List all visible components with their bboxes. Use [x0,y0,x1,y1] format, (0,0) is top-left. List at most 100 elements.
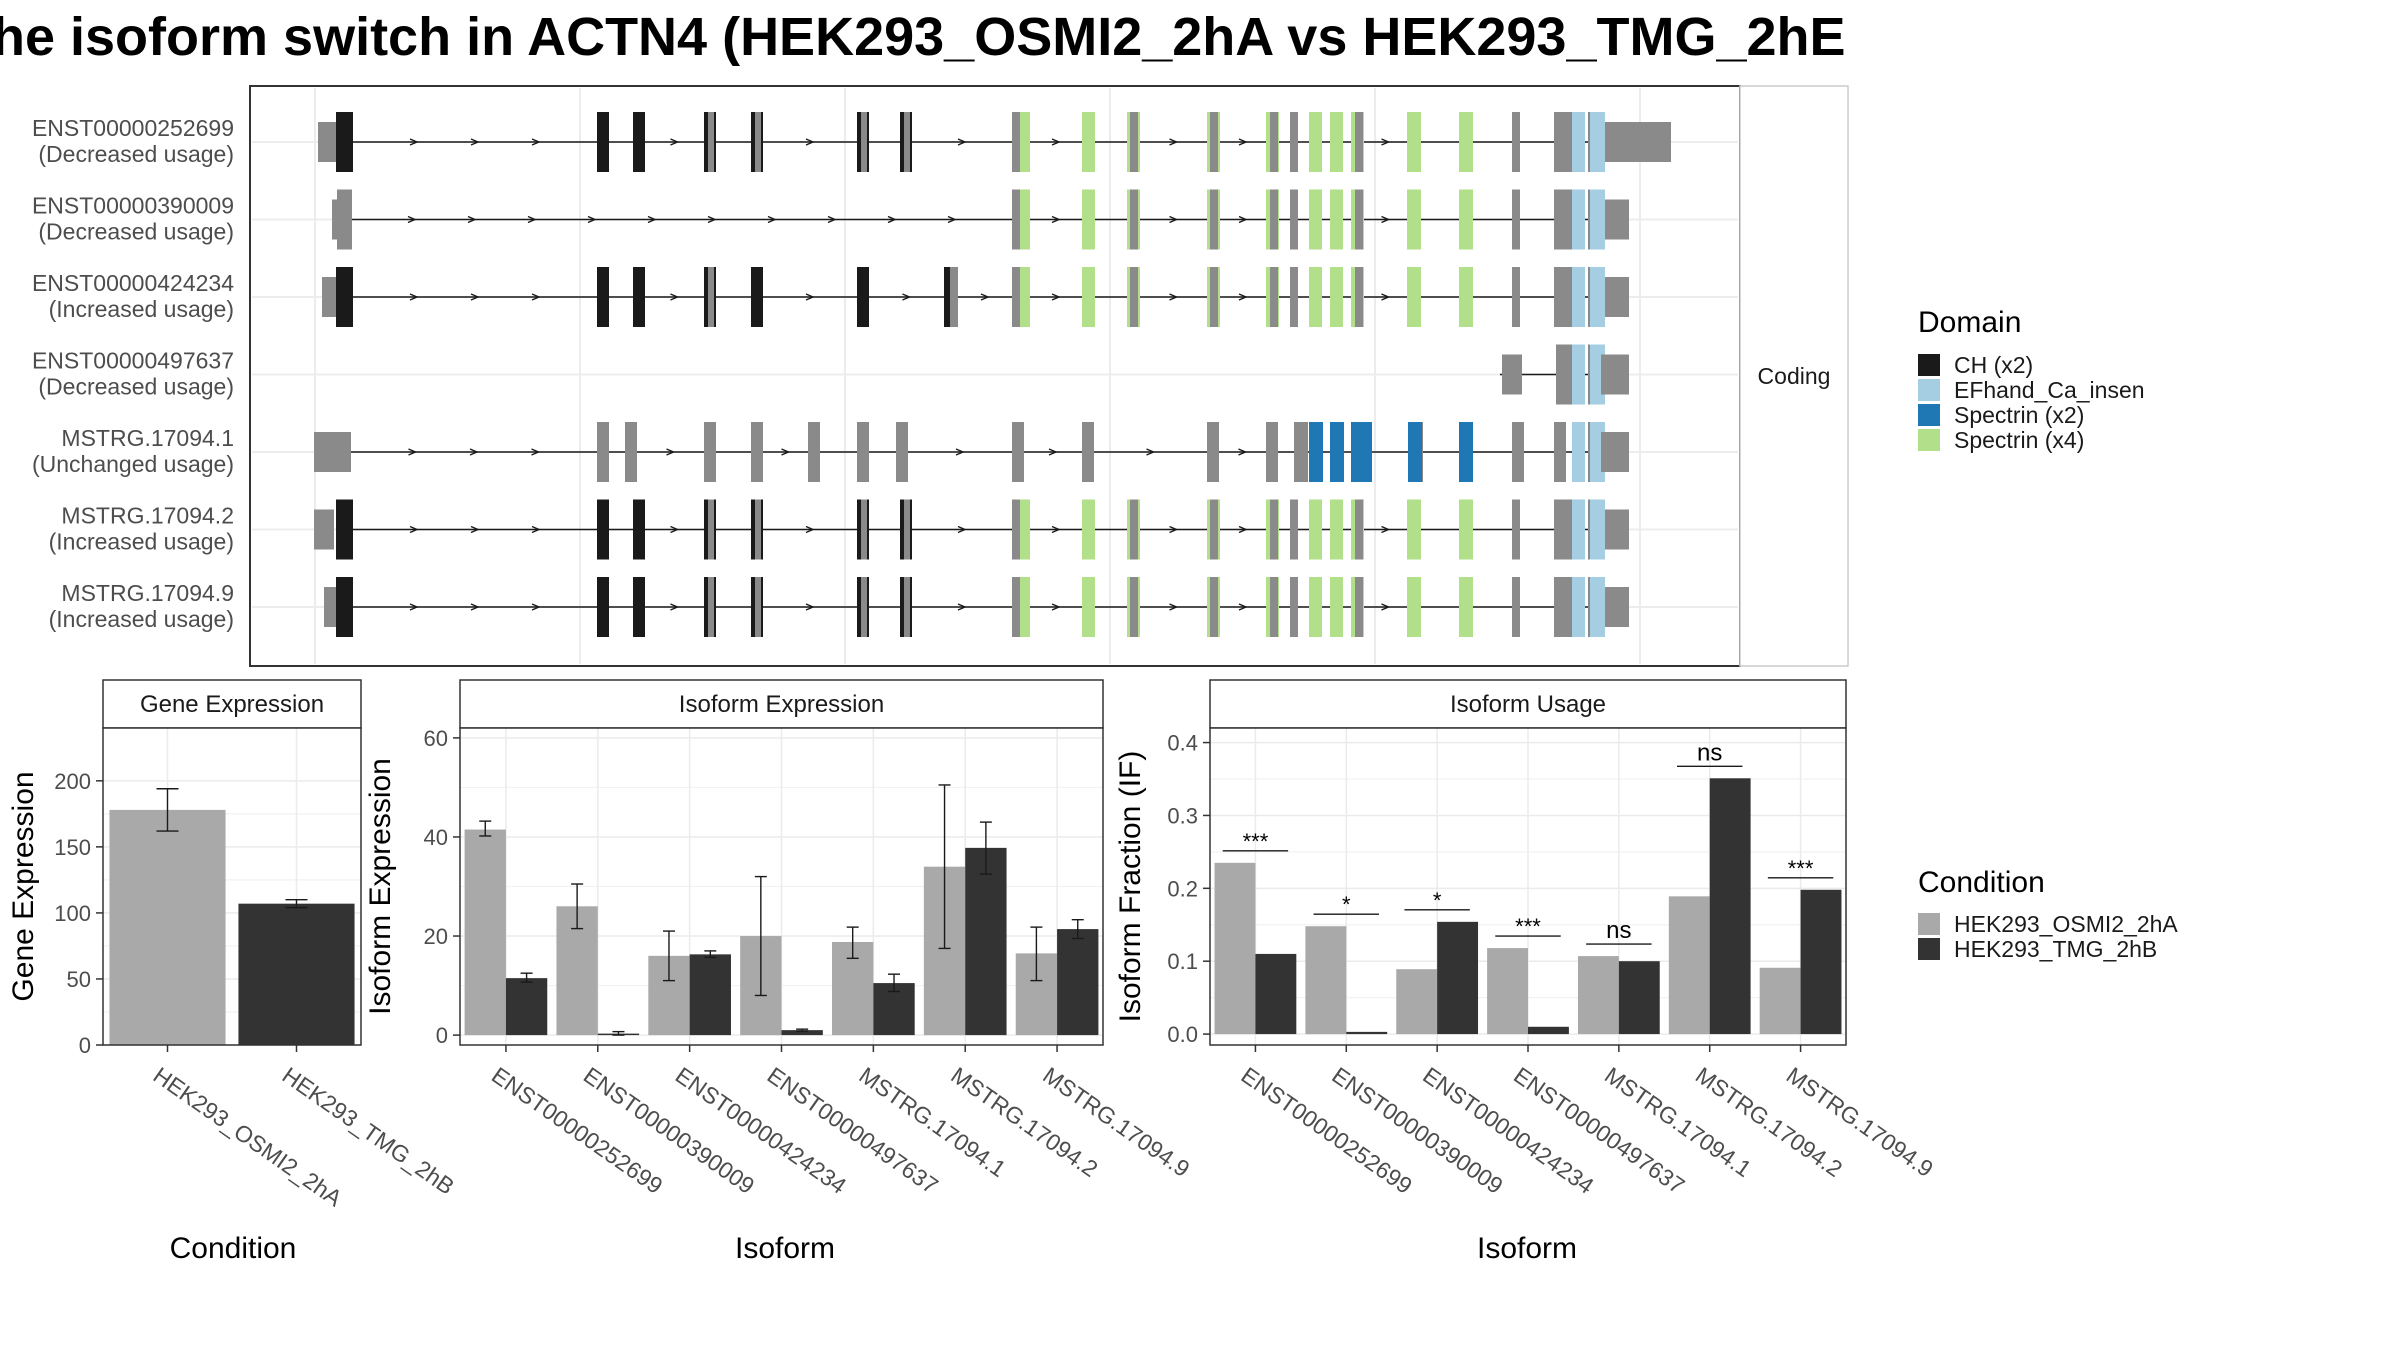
intron-arrow [1381,215,1391,224]
exon [896,422,908,482]
bar [1214,862,1256,1035]
exon [336,267,353,327]
bar [1528,1026,1569,1035]
transcript-usage-label: (Decreased usage) [38,219,234,245]
exon [633,499,645,560]
x-tick-label: ENST00000424234 [671,1062,852,1199]
bar [1057,929,1099,1036]
intron-arrow [1381,293,1391,301]
exon [1556,577,1572,637]
exon [1330,112,1343,172]
exon [1512,577,1520,637]
bar [781,1030,823,1036]
exon [1572,422,1585,482]
intron-arrow [1051,293,1061,301]
y-tick-label: 0 [79,1033,91,1058]
bar [1255,953,1297,1035]
exon [1601,122,1671,162]
intron-arrow [957,603,967,611]
exon [1601,354,1629,395]
intron-arrow [1051,138,1061,146]
isoform-usage-y-axis-title: Isoform Fraction (IF) [1114,751,1147,1023]
exon [708,499,714,560]
exon [1364,422,1372,482]
exon [904,499,910,560]
exon [1309,112,1322,172]
transcript-row-7 [324,577,1629,637]
exon [1459,499,1473,560]
significance-label: *** [1788,856,1814,881]
exon [708,267,714,327]
exon [1309,189,1322,250]
significance-label: ns [1697,739,1722,766]
intron-arrow [1146,448,1156,456]
transcript-usage-label: (Increased usage) [49,529,234,555]
bar [1305,926,1347,1035]
exon [1572,267,1585,327]
exon [1082,112,1095,172]
significance-label: ns [1606,917,1631,944]
exon [1330,267,1343,327]
exon [1355,499,1363,560]
x-tick-label: MSTRG.17094.9 [1782,1062,1938,1182]
exon [336,112,353,172]
transcript-row-2 [332,189,1629,250]
intron-arrow [1169,293,1179,301]
exon [1459,267,1473,327]
y-tick-label: 100 [54,901,91,926]
condition-legend-label: HEK293_OSMI2_2hA [1954,911,2178,937]
exon [1512,112,1520,172]
y-tick-label: 60 [424,726,448,751]
intron-arrow [407,215,417,224]
intron-arrow [670,525,680,534]
exon [1210,577,1218,637]
exon [1330,499,1343,560]
intron-arrow [1238,215,1248,224]
exon [861,577,867,637]
intron-arrow [1051,525,1061,534]
exon [597,267,609,327]
significance-label: *** [1515,914,1541,939]
transcript-row-4 [1500,344,1629,405]
bar [505,978,548,1036]
exon [1512,267,1520,327]
exon [1556,189,1572,250]
intron-arrow [587,215,597,224]
condition-legend-title: Condition [1918,866,2045,899]
structure-strip-label: Coding [1758,363,1831,389]
intron-arrow [670,138,680,146]
bar [109,809,226,1045]
exon [861,112,867,172]
exon [1459,112,1473,172]
bar [1437,921,1479,1035]
intron-arrow [957,138,967,146]
intron-arrow [805,525,815,534]
exon [322,277,338,317]
exon [755,112,761,172]
exon [1270,577,1278,637]
intron-arrow [805,293,815,301]
exon [1355,577,1363,637]
intron-arrow [1169,525,1179,534]
intron-arrow [980,293,990,301]
intron-arrow [805,603,815,611]
intron-arrow [707,215,717,224]
exon [1407,267,1421,327]
exon [633,112,645,172]
exon [597,577,609,637]
exon [1309,267,1322,327]
exon [1601,199,1629,240]
exon [708,577,714,637]
exon [633,577,645,637]
isoform-usage-x-axis-title: Isoform [1477,1232,1577,1265]
bar [1800,889,1842,1035]
exon [1020,499,1030,560]
domain-legend-key [1918,404,1940,426]
exon [1556,499,1572,560]
exon [861,499,867,560]
y-tick-label: 200 [54,769,91,794]
x-tick-label: MSTRG.17094.9 [1038,1062,1194,1182]
intron-arrow [1169,215,1179,224]
exon [1330,577,1343,637]
